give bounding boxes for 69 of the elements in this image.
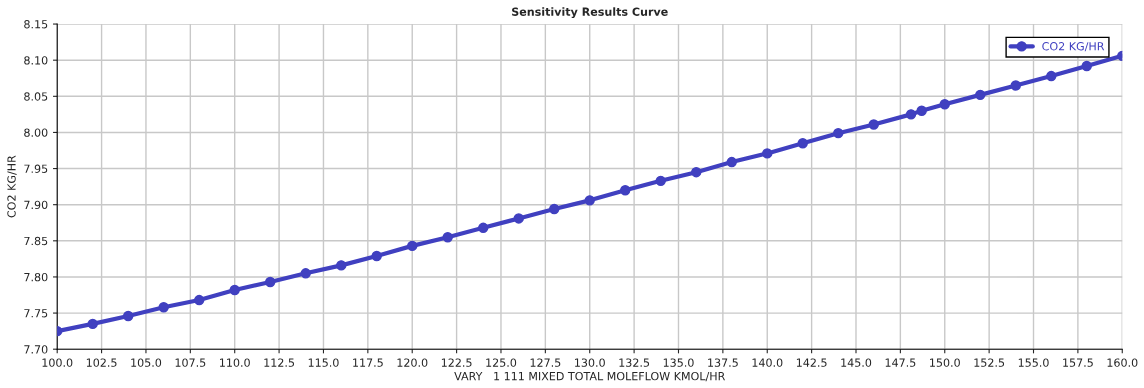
x-tick-label: 110.0 bbox=[220, 358, 250, 367]
x-tick-label: 160.0 bbox=[1107, 358, 1138, 367]
x-tick-label: 157.5 bbox=[1063, 358, 1093, 367]
point bbox=[939, 99, 950, 110]
x-tick-label: 107.5 bbox=[175, 358, 206, 367]
point bbox=[442, 231, 453, 243]
x-tick-label: 150.0 bbox=[930, 358, 960, 367]
point bbox=[513, 213, 524, 224]
x-tick-label: 125.0 bbox=[486, 358, 517, 367]
x-tick-label: 117.5 bbox=[353, 358, 383, 367]
x-tick-label: 135.0 bbox=[663, 358, 694, 367]
point bbox=[158, 302, 169, 313]
x-tick-label: 102.5 bbox=[86, 358, 117, 367]
legend-label: CO2 KG/HR bbox=[1042, 42, 1105, 52]
point bbox=[549, 203, 560, 215]
point bbox=[336, 260, 347, 271]
y-tick-label: 7.80 bbox=[24, 272, 48, 282]
x-tick-label: 147.5 bbox=[885, 358, 916, 367]
x-tick-label: 137.5 bbox=[708, 358, 738, 367]
x-tick-label: 132.5 bbox=[619, 358, 650, 367]
point bbox=[478, 222, 489, 234]
x-axis-title: VARY 1 111 MIXED TOTAL MOLEFLOW KMOL/HR bbox=[454, 371, 726, 382]
point bbox=[1081, 60, 1092, 72]
point bbox=[762, 148, 773, 159]
point bbox=[584, 195, 595, 206]
x-tick-label: 140.0 bbox=[752, 358, 783, 367]
point bbox=[193, 294, 205, 306]
point bbox=[905, 109, 917, 120]
y-tick-label: 7.70 bbox=[24, 345, 48, 354]
point bbox=[371, 250, 382, 262]
x-tick-label: 152.5 bbox=[974, 358, 1005, 367]
x-tick-label: 105.0 bbox=[131, 358, 162, 367]
x-tick-label: 112.5 bbox=[264, 358, 295, 367]
point bbox=[407, 240, 418, 252]
x-tick-label: 145.0 bbox=[841, 358, 872, 367]
point bbox=[122, 310, 134, 322]
point bbox=[691, 166, 702, 178]
point bbox=[868, 119, 879, 130]
y-tick-label: 7.75 bbox=[24, 309, 48, 318]
x-tick-label: 122.5 bbox=[441, 358, 472, 367]
y-tick-label: 7.85 bbox=[24, 236, 48, 246]
x-tick-label: 142.5 bbox=[796, 358, 827, 367]
point bbox=[265, 276, 276, 288]
y-tick-label: 7.95 bbox=[24, 164, 48, 173]
point bbox=[916, 105, 927, 116]
point bbox=[1046, 70, 1057, 82]
point bbox=[1010, 80, 1021, 91]
point bbox=[797, 138, 808, 149]
x-tick-label: 120.0 bbox=[397, 358, 428, 367]
x-tick-label: 127.5 bbox=[530, 358, 561, 367]
point bbox=[620, 185, 631, 196]
point bbox=[726, 156, 737, 168]
point bbox=[300, 268, 311, 279]
point bbox=[833, 127, 844, 139]
y-tick-label: 8.00 bbox=[24, 128, 48, 137]
x-tick-label: 155.0 bbox=[1018, 358, 1049, 367]
point bbox=[87, 318, 98, 330]
y-tick-label: 8.10 bbox=[24, 56, 48, 65]
y-tick-label: 8.05 bbox=[24, 92, 48, 101]
y-tick-label: 8.15 bbox=[24, 20, 48, 29]
x-tick-label: 130.0 bbox=[575, 358, 605, 367]
point bbox=[655, 175, 666, 187]
x-tick-label: 115.0 bbox=[308, 358, 339, 367]
chart-title: Sensitivity Results Curve bbox=[512, 7, 668, 19]
x-tick-label: 100.0 bbox=[42, 358, 73, 367]
point bbox=[975, 89, 986, 101]
y-axis-title: CO2 KG/HR bbox=[7, 155, 17, 218]
point bbox=[229, 284, 240, 296]
y-tick-label: 7.90 bbox=[24, 200, 48, 210]
